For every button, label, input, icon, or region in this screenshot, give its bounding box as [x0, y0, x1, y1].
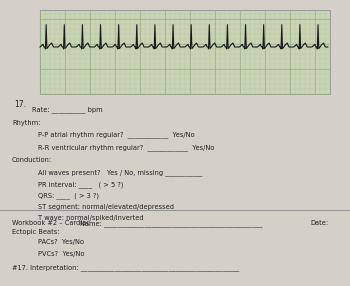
- Text: QRS: ____  ( > 3 ?): QRS: ____ ( > 3 ?): [38, 192, 99, 199]
- Text: PVCs?  Yes/No: PVCs? Yes/No: [38, 251, 84, 257]
- Text: PACs?  Yes/No: PACs? Yes/No: [38, 239, 84, 245]
- Text: Rhythm:: Rhythm:: [12, 120, 40, 126]
- Text: R-R ventricular rhythm regular?  ____________  Yes/No: R-R ventricular rhythm regular? ________…: [38, 144, 214, 150]
- Text: 17.: 17.: [14, 100, 26, 109]
- Text: Name: _______________________________________________: Name: __________________________________…: [80, 220, 262, 227]
- Text: P-P atrial rhythm regular?  ____________  Yes/No: P-P atrial rhythm regular? ____________ …: [38, 132, 195, 138]
- Text: PR interval: ____   ( > 5 ?): PR interval: ____ ( > 5 ?): [38, 181, 124, 188]
- Text: ST segment: normal/elevated/depressed: ST segment: normal/elevated/depressed: [38, 204, 174, 210]
- Text: T wave: normal/spiked/inverted: T wave: normal/spiked/inverted: [38, 215, 144, 221]
- Text: Conduction:: Conduction:: [12, 157, 52, 163]
- Text: Workbook #2 – Cardiac: Workbook #2 – Cardiac: [12, 220, 90, 226]
- Text: Rate: __________ bpm: Rate: __________ bpm: [32, 106, 103, 113]
- Text: #17. Interpretation: _______________________________________________: #17. Interpretation: ___________________…: [12, 265, 239, 271]
- Text: Ectopic Beats:: Ectopic Beats:: [12, 229, 60, 235]
- Bar: [40, 10, 330, 94]
- Text: All waves present?   Yes / No, missing ___________: All waves present? Yes / No, missing ___…: [38, 169, 202, 176]
- Text: Date:: Date:: [310, 220, 328, 226]
